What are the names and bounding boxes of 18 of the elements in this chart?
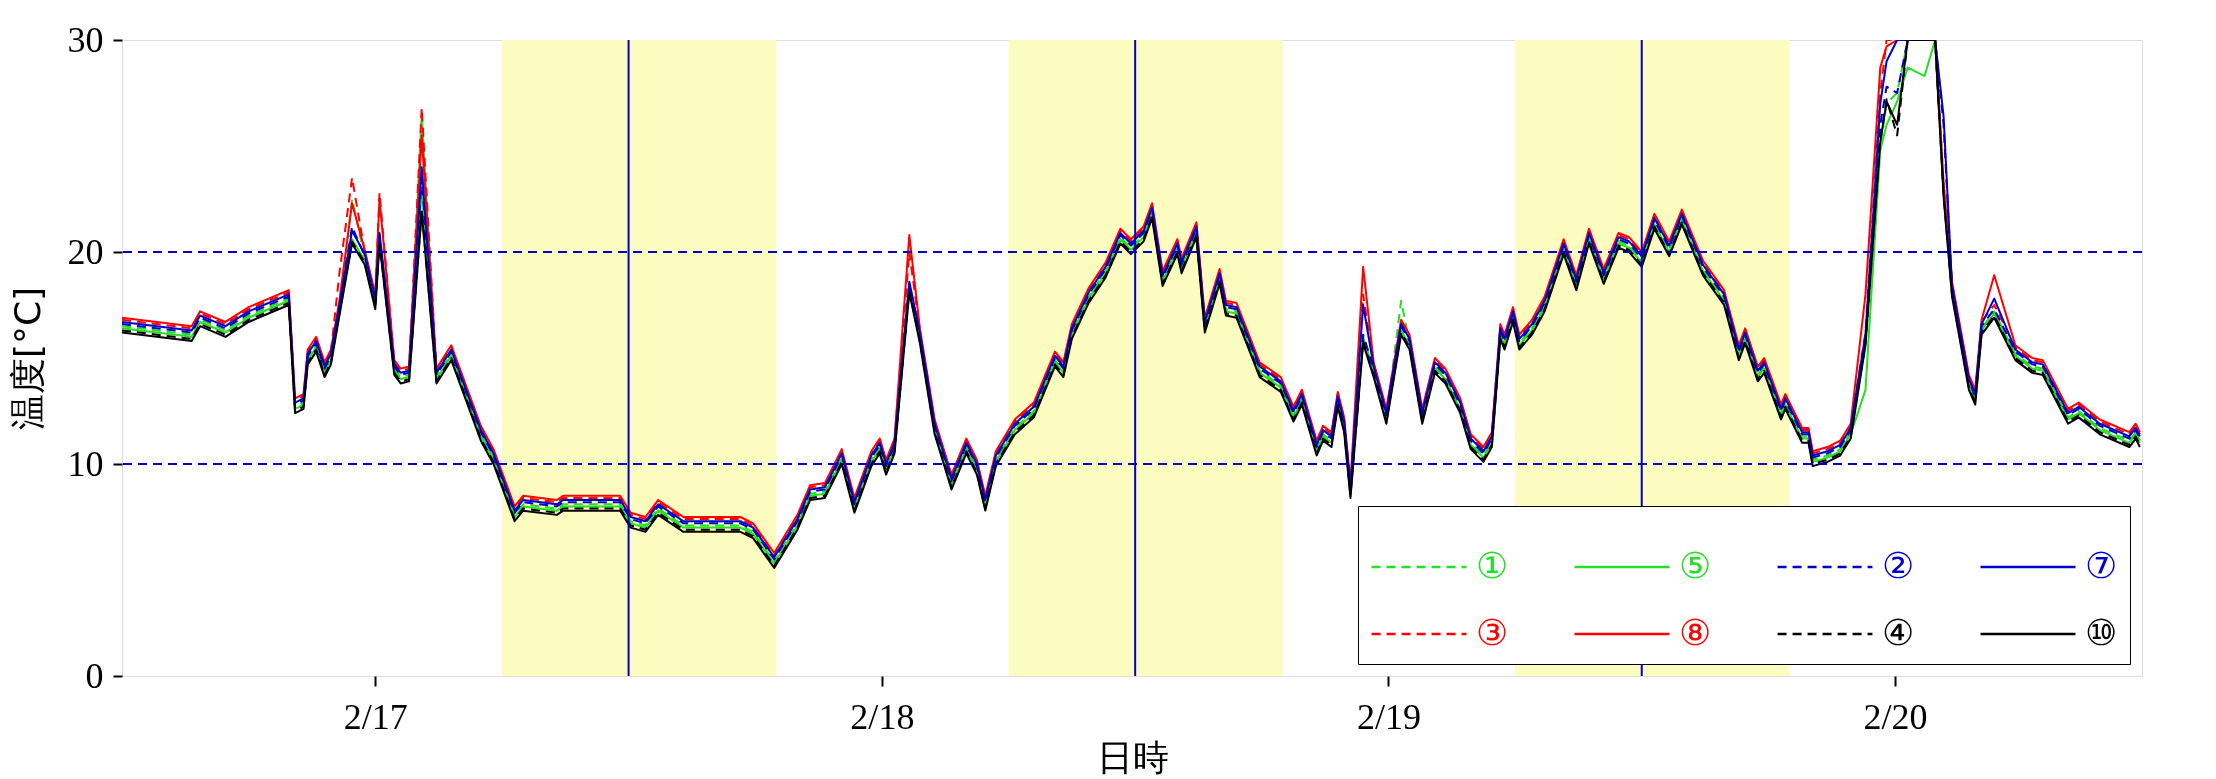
x-tick-label: 2/17 (343, 696, 408, 737)
y-axis-title: 温度[°C] (6, 286, 48, 431)
y-tick-label: 30 (67, 19, 104, 60)
legend-label: ⑩ (2085, 612, 2118, 653)
x-axis-title: 日時 (1096, 736, 1169, 778)
x-tick-label: 2/20 (1863, 696, 1928, 737)
x-tick-label: 2/19 (1356, 696, 1421, 737)
legend-label: ⑤ (1679, 545, 1712, 586)
legend-label: ⑦ (2085, 545, 2118, 586)
y-tick-label: 10 (67, 443, 104, 484)
legend-label: ③ (1476, 612, 1509, 653)
legend-label: ② (1882, 545, 1915, 586)
legend-label: ④ (1882, 612, 1915, 653)
y-tick-label: 0 (85, 655, 104, 696)
legend-label: ① (1476, 545, 1509, 586)
legend-label: ⑧ (1679, 612, 1712, 653)
y-tick-label: 20 (67, 231, 104, 272)
x-tick-label: 2/18 (850, 696, 915, 737)
